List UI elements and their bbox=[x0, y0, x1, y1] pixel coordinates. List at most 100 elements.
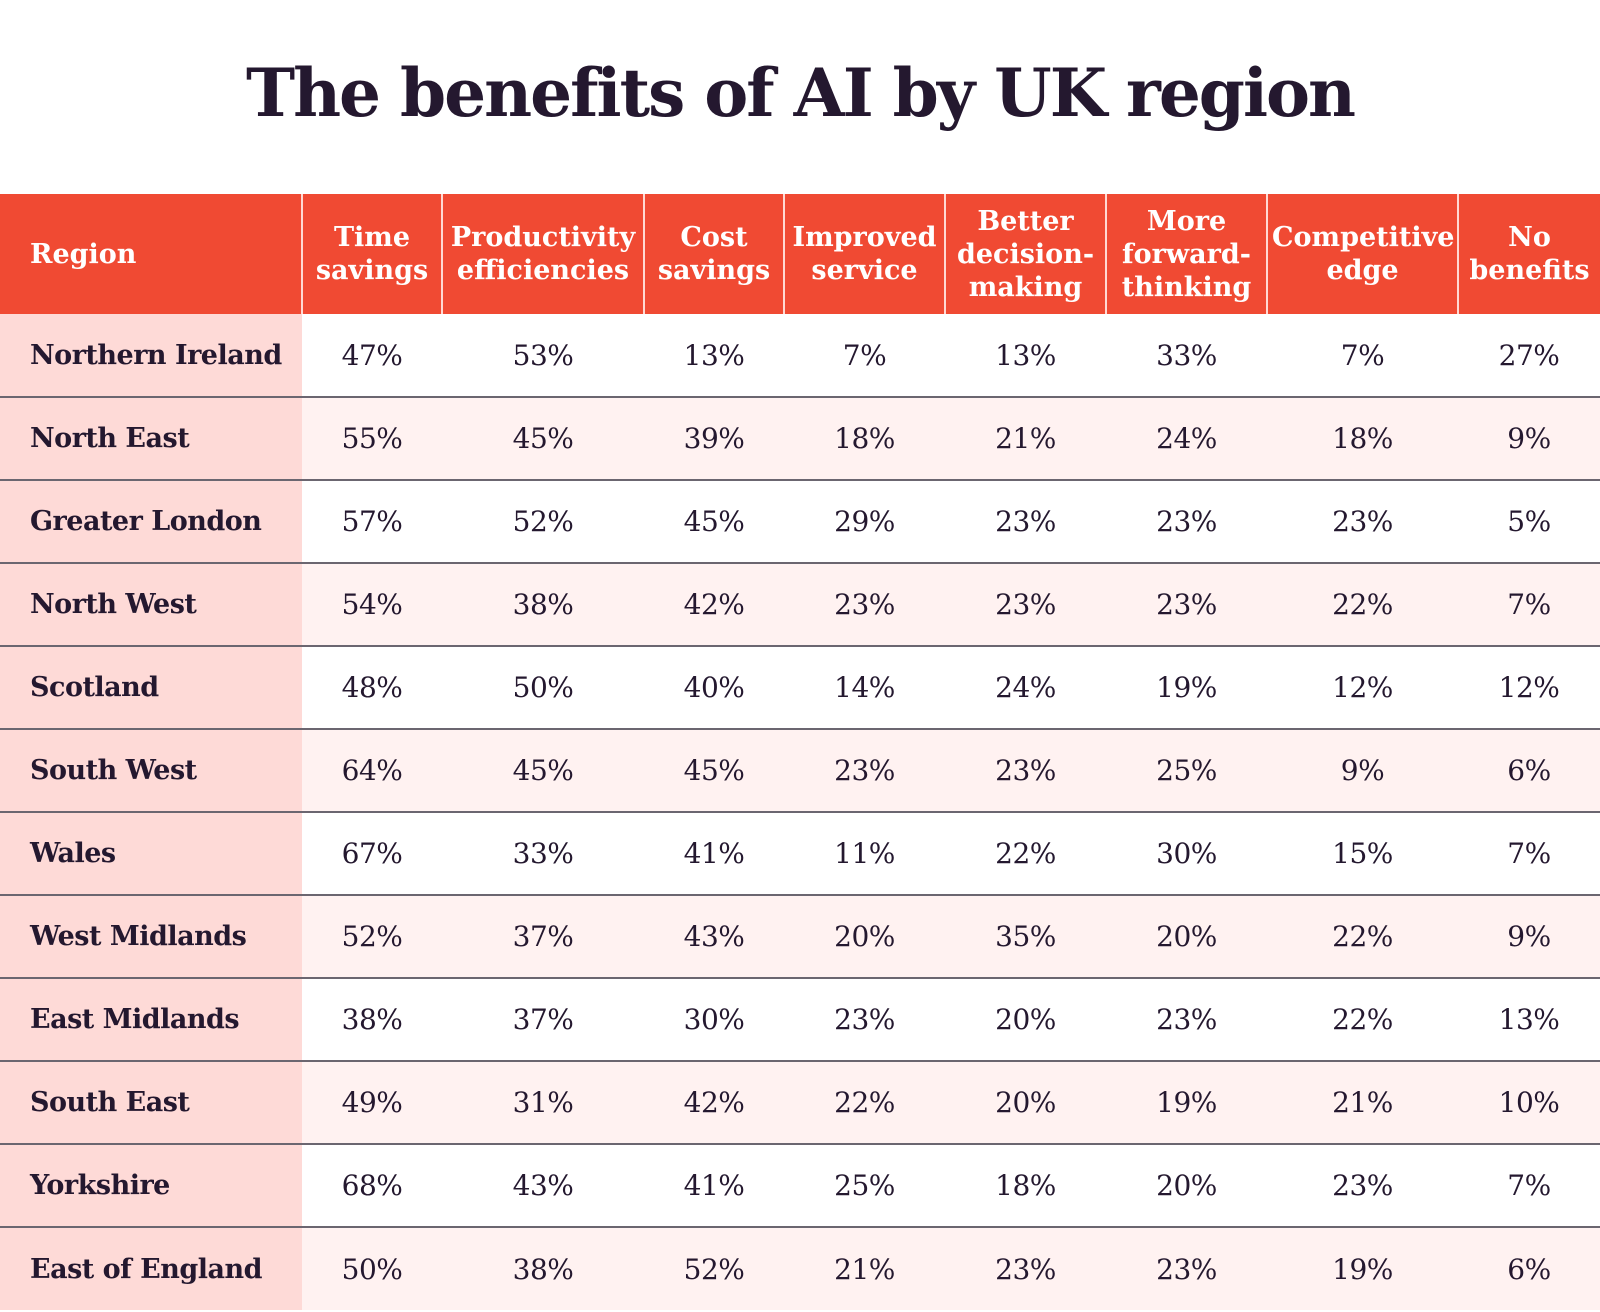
value-cell-productivity-efficiencies: 33% bbox=[442, 812, 644, 896]
value-cell-productivity-efficiencies: 38% bbox=[442, 563, 644, 647]
value-cell-productivity-efficiencies: 31% bbox=[442, 1061, 644, 1145]
value-cell-no-benefits: 13% bbox=[1458, 978, 1600, 1062]
value-cell-no-benefits: 9% bbox=[1458, 895, 1600, 979]
value-cell-cost-savings: 13% bbox=[644, 314, 784, 398]
value-cell-cost-savings: 45% bbox=[644, 729, 784, 813]
value-cell-no-benefits: 12% bbox=[1458, 646, 1600, 730]
value-cell-cost-savings: 52% bbox=[644, 1227, 784, 1310]
value-cell-competitive-edge: 23% bbox=[1267, 480, 1458, 564]
benefits-table: Region Time savings Productivity efficienc… bbox=[0, 194, 1600, 1310]
value-cell-more-forward-thinking: 33% bbox=[1106, 314, 1267, 398]
column-header-region: Region bbox=[0, 194, 302, 314]
value-cell-competitive-edge: 7% bbox=[1267, 314, 1458, 398]
column-header-cost-savings: Cost savings bbox=[643, 194, 784, 314]
value-cell-competitive-edge: 22% bbox=[1267, 978, 1458, 1062]
value-cell-improved-service: 22% bbox=[784, 1061, 945, 1145]
value-cell-competitive-edge: 15% bbox=[1267, 812, 1458, 896]
value-cell-no-benefits: 6% bbox=[1458, 1227, 1600, 1310]
table-row-north-east: North East 55% 45% 39% 18% 21% 24% 18% 9% bbox=[0, 397, 1600, 481]
value-cell-improved-service: 21% bbox=[784, 1227, 945, 1310]
value-cell-no-benefits: 27% bbox=[1458, 314, 1600, 398]
value-cell-productivity-efficiencies: 43% bbox=[442, 1144, 644, 1228]
value-cell-improved-service: 14% bbox=[784, 646, 945, 730]
column-header-improved-service: Improved service bbox=[783, 194, 945, 314]
region-label: Wales bbox=[0, 812, 302, 896]
value-cell-competitive-edge: 12% bbox=[1267, 646, 1458, 730]
value-cell-improved-service: 18% bbox=[784, 397, 945, 481]
value-cell-productivity-efficiencies: 50% bbox=[442, 646, 644, 730]
value-cell-better-decision-making: 20% bbox=[945, 978, 1106, 1062]
value-cell-no-benefits: 7% bbox=[1458, 563, 1600, 647]
value-cell-more-forward-thinking: 23% bbox=[1106, 978, 1267, 1062]
value-cell-better-decision-making: 35% bbox=[945, 895, 1106, 979]
value-cell-time-savings: 64% bbox=[302, 729, 442, 813]
value-cell-productivity-efficiencies: 38% bbox=[442, 1227, 644, 1310]
value-cell-competitive-edge: 22% bbox=[1267, 563, 1458, 647]
value-cell-cost-savings: 42% bbox=[644, 1061, 784, 1145]
value-cell-cost-savings: 40% bbox=[644, 646, 784, 730]
table-row-scotland: Scotland 48% 50% 40% 14% 24% 19% 12% 12% bbox=[0, 646, 1600, 730]
column-header-time-savings: Time savings bbox=[301, 194, 442, 314]
value-cell-no-benefits: 7% bbox=[1458, 1144, 1600, 1228]
value-cell-improved-service: 23% bbox=[784, 978, 945, 1062]
value-cell-more-forward-thinking: 30% bbox=[1106, 812, 1267, 896]
value-cell-improved-service: 7% bbox=[784, 314, 945, 398]
value-cell-time-savings: 38% bbox=[302, 978, 442, 1062]
region-label: West Midlands bbox=[0, 895, 302, 979]
table-row-northern-ireland: Northern Ireland 47% 53% 13% 7% 13% 33% 7% 27% bbox=[0, 314, 1600, 398]
value-cell-competitive-edge: 9% bbox=[1267, 729, 1458, 813]
value-cell-competitive-edge: 23% bbox=[1267, 1144, 1458, 1228]
value-cell-cost-savings: 30% bbox=[644, 978, 784, 1062]
value-cell-cost-savings: 41% bbox=[644, 812, 784, 896]
value-cell-improved-service: 20% bbox=[784, 895, 945, 979]
table-row-south-west: South West 64% 45% 45% 23% 23% 25% 9% 6% bbox=[0, 729, 1600, 813]
value-cell-better-decision-making: 23% bbox=[945, 480, 1106, 564]
table-row-east-of-england: East of England 50% 38% 52% 21% 23% 23% 19% 6% bbox=[0, 1227, 1600, 1310]
region-label: North East bbox=[0, 397, 302, 481]
table-header-row: Region Time savings Productivity efficienc… bbox=[0, 194, 1600, 314]
column-header-no-benefits: No benefits bbox=[1457, 194, 1600, 314]
column-header-productivity-efficiencies: Productivity efficiencies bbox=[441, 194, 644, 314]
value-cell-better-decision-making: 13% bbox=[945, 314, 1106, 398]
value-cell-productivity-efficiencies: 45% bbox=[442, 729, 644, 813]
region-label: Yorkshire bbox=[0, 1144, 302, 1228]
column-header-better-decision-making: Better decision-making bbox=[944, 194, 1106, 314]
value-cell-cost-savings: 42% bbox=[644, 563, 784, 647]
region-label: North West bbox=[0, 563, 302, 647]
value-cell-more-forward-thinking: 19% bbox=[1106, 1061, 1267, 1145]
region-label: Greater London bbox=[0, 480, 302, 564]
value-cell-time-savings: 47% bbox=[302, 314, 442, 398]
value-cell-time-savings: 57% bbox=[302, 480, 442, 564]
value-cell-better-decision-making: 24% bbox=[945, 646, 1106, 730]
value-cell-productivity-efficiencies: 53% bbox=[442, 314, 644, 398]
value-cell-productivity-efficiencies: 37% bbox=[442, 978, 644, 1062]
value-cell-cost-savings: 39% bbox=[644, 397, 784, 481]
value-cell-time-savings: 54% bbox=[302, 563, 442, 647]
value-cell-no-benefits: 10% bbox=[1458, 1061, 1600, 1145]
value-cell-more-forward-thinking: 20% bbox=[1106, 1144, 1267, 1228]
region-label: South West bbox=[0, 729, 302, 813]
table-row-east-midlands: East Midlands 38% 37% 30% 23% 20% 23% 22% 13% bbox=[0, 978, 1600, 1062]
value-cell-time-savings: 67% bbox=[302, 812, 442, 896]
value-cell-better-decision-making: 22% bbox=[945, 812, 1106, 896]
column-header-competitive-edge: Competitive edge bbox=[1266, 194, 1458, 314]
value-cell-better-decision-making: 21% bbox=[945, 397, 1106, 481]
value-cell-improved-service: 11% bbox=[784, 812, 945, 896]
value-cell-better-decision-making: 23% bbox=[945, 729, 1106, 813]
value-cell-better-decision-making: 23% bbox=[945, 1227, 1106, 1310]
value-cell-productivity-efficiencies: 52% bbox=[442, 480, 644, 564]
value-cell-no-benefits: 7% bbox=[1458, 812, 1600, 896]
value-cell-improved-service: 23% bbox=[784, 563, 945, 647]
table-row-north-west: North West 54% 38% 42% 23% 23% 23% 22% 7% bbox=[0, 563, 1600, 647]
table-row-greater-london: Greater London 57% 52% 45% 29% 23% 23% 23% 5% bbox=[0, 480, 1600, 564]
value-cell-competitive-edge: 22% bbox=[1267, 895, 1458, 979]
value-cell-no-benefits: 9% bbox=[1458, 397, 1600, 481]
value-cell-time-savings: 48% bbox=[302, 646, 442, 730]
value-cell-cost-savings: 43% bbox=[644, 895, 784, 979]
column-header-more-forward-thinking: More forward-thinking bbox=[1105, 194, 1267, 314]
value-cell-no-benefits: 6% bbox=[1458, 729, 1600, 813]
value-cell-competitive-edge: 19% bbox=[1267, 1227, 1458, 1310]
region-label: South East bbox=[0, 1061, 302, 1145]
value-cell-time-savings: 52% bbox=[302, 895, 442, 979]
value-cell-better-decision-making: 18% bbox=[945, 1144, 1106, 1228]
